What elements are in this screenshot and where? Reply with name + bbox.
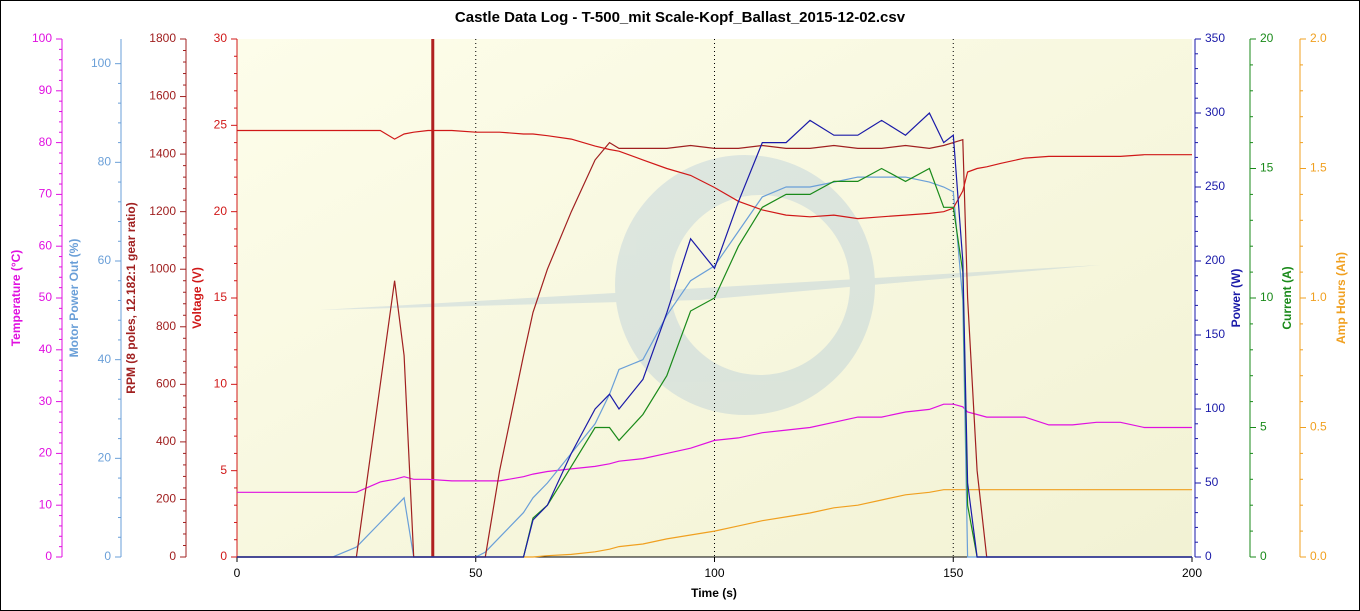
y-tick-label: 70 — [39, 187, 53, 201]
y-tick-label: 0 — [104, 549, 111, 563]
series-line — [237, 403, 1192, 493]
y-tick-label: 40 — [98, 352, 112, 366]
y-tick-label: 1000 — [149, 261, 176, 275]
x-tick-label: 200 — [1182, 566, 1202, 580]
y-axis-title: Amp Hours (Ah) — [1334, 252, 1348, 344]
x-tick-label: 150 — [943, 566, 963, 580]
y-tick-label: 0 — [220, 549, 227, 563]
y-tick-label: 30 — [214, 31, 228, 45]
y-tick-label: 15 — [214, 290, 228, 304]
y-tick-label: 300 — [1205, 105, 1225, 119]
y-tick-label: 20 — [98, 451, 112, 465]
y-tick-label: 100 — [32, 31, 52, 45]
y-tick-label: 40 — [39, 342, 53, 356]
y-tick-label: 1.5 — [1310, 161, 1327, 175]
y-tick-label: 600 — [156, 377, 176, 391]
y-axis-title: RPM (8 poles, 12.182:1 gear ratio) — [124, 202, 138, 393]
y-axis-title: Temperature (°C) — [9, 250, 23, 347]
y-tick-label: 1800 — [149, 31, 176, 45]
y-tick-label: 25 — [214, 118, 228, 132]
y-tick-label: 90 — [39, 83, 53, 97]
y-tick-label: 20 — [1260, 31, 1274, 45]
y-tick-label: 0 — [1205, 549, 1212, 563]
x-tick-label: 100 — [704, 566, 724, 580]
y-tick-label: 0 — [1260, 549, 1267, 563]
y-tick-label: 2.0 — [1310, 31, 1327, 45]
y-tick-label: 250 — [1205, 179, 1225, 193]
y-tick-label: 0 — [169, 549, 176, 563]
y-axis-title: Motor Power Out (%) — [67, 239, 81, 358]
series-line — [237, 129, 1192, 220]
y-tick-label: 5 — [220, 463, 227, 477]
y-tick-label: 200 — [1205, 253, 1225, 267]
y-tick-label: 5 — [1260, 420, 1267, 434]
x-axis-title: Time (s) — [691, 586, 737, 600]
y-tick-label: 200 — [156, 492, 176, 506]
y-tick-label: 30 — [39, 394, 53, 408]
y-axis-title: Voltage (V) — [190, 267, 204, 329]
y-tick-label: 100 — [1205, 401, 1225, 415]
series-line — [237, 112, 1192, 558]
y-tick-label: 350 — [1205, 31, 1225, 45]
y-tick-label: 60 — [98, 253, 112, 267]
chart-title: Castle Data Log - T-500_mit Scale-Kopf_B… — [455, 9, 906, 26]
y-tick-label: 100 — [91, 56, 111, 70]
y-tick-label: 1600 — [149, 89, 176, 103]
y-tick-label: 50 — [39, 290, 53, 304]
y-tick-label: 10 — [1260, 290, 1274, 304]
y-tick-label: 80 — [98, 155, 112, 169]
y-tick-label: 1.0 — [1310, 290, 1327, 304]
watermark — [320, 155, 1100, 415]
y-tick-label: 20 — [214, 204, 228, 218]
x-tick-label: 50 — [469, 566, 483, 580]
y-tick-label: 0 — [45, 549, 52, 563]
y-tick-label: 150 — [1205, 327, 1225, 341]
y-tick-label: 1400 — [149, 146, 176, 160]
y-tick-label: 10 — [39, 497, 53, 511]
y-tick-label: 800 — [156, 319, 176, 333]
y-axis-title: Current (A) — [1280, 266, 1294, 329]
x-tick-label: 0 — [234, 566, 241, 580]
y-tick-label: 50 — [1205, 475, 1219, 489]
y-axis-title: Power (W) — [1229, 269, 1243, 328]
y-tick-label: 10 — [214, 377, 228, 391]
y-tick-label: 20 — [39, 446, 53, 460]
y-tick-label: 60 — [39, 238, 53, 252]
y-tick-label: 0.5 — [1310, 420, 1327, 434]
y-tick-label: 15 — [1260, 161, 1274, 175]
y-tick-label: 80 — [39, 135, 53, 149]
y-tick-label: 0.0 — [1310, 549, 1327, 563]
y-tick-label: 1200 — [149, 204, 176, 218]
y-tick-label: 400 — [156, 434, 176, 448]
